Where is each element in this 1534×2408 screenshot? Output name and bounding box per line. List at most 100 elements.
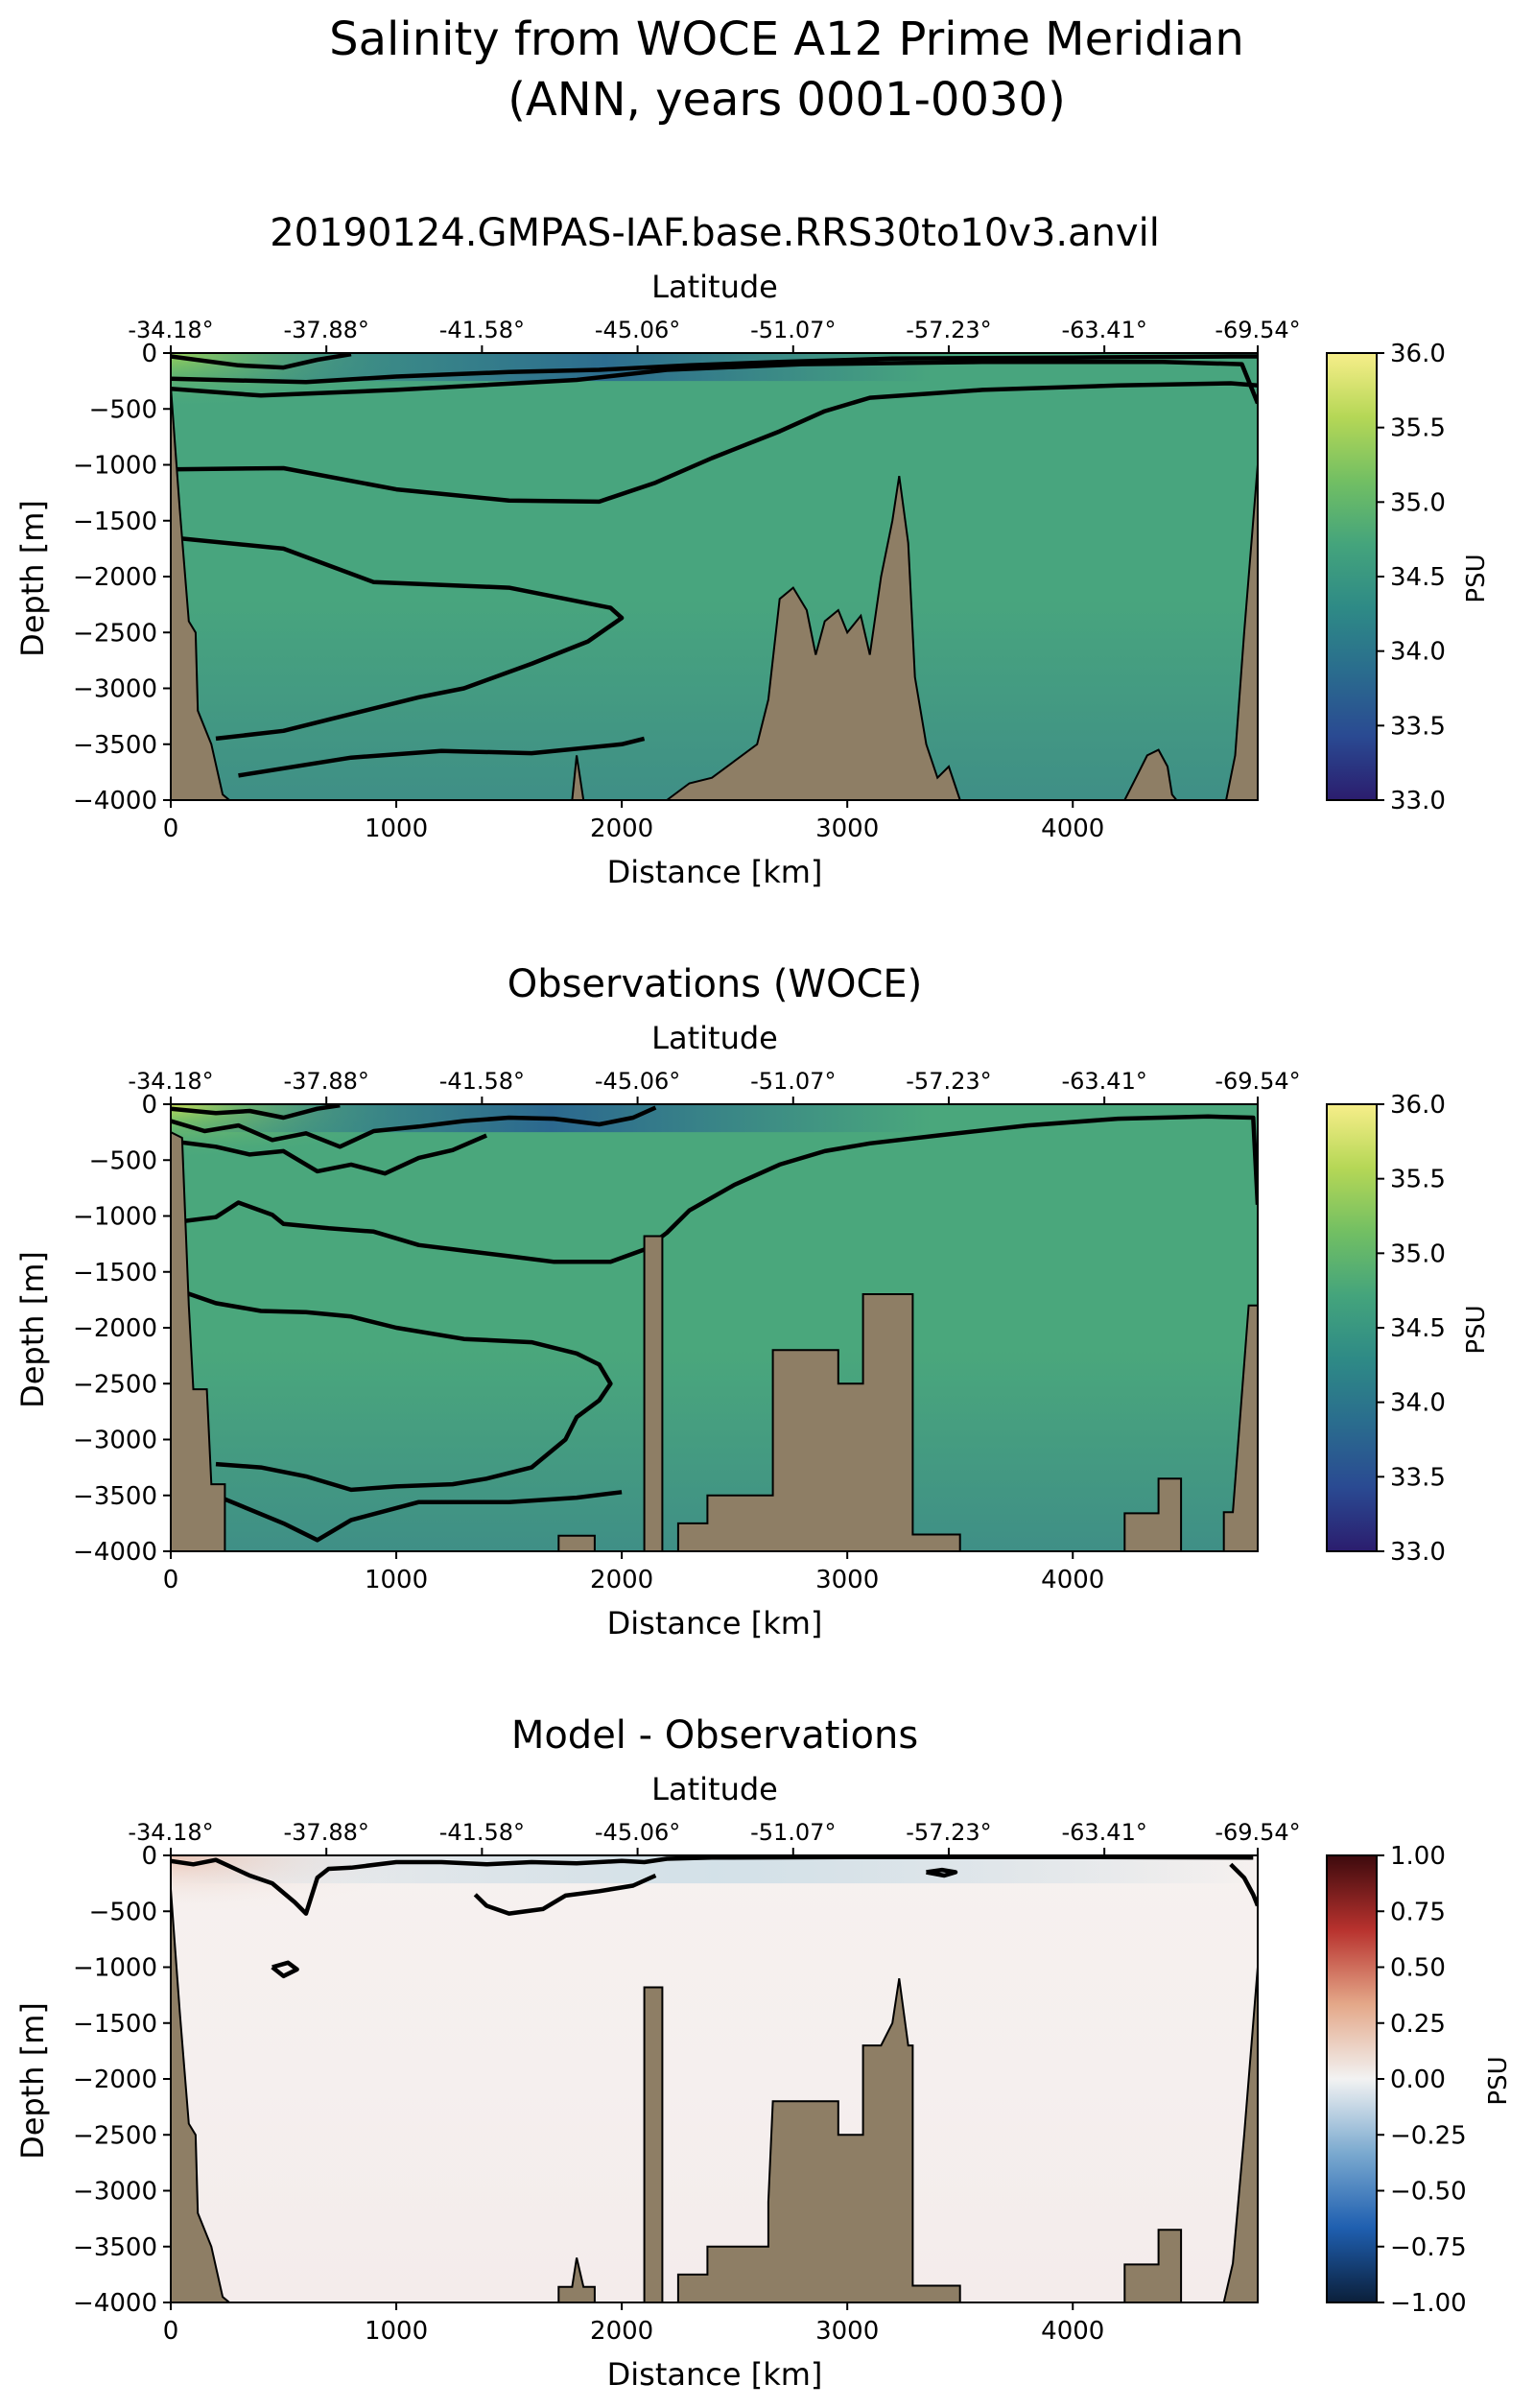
- y-tick-label: −500: [89, 395, 157, 424]
- top-tick-label: -69.54°: [1215, 317, 1300, 343]
- top-tick-label: -41.58°: [439, 317, 525, 343]
- colorbar-tick-label: 0.00: [1390, 2066, 1446, 2094]
- top-tick-label: -45.06°: [595, 1819, 680, 1846]
- colorbar-tick-label: 36.0: [1390, 340, 1446, 368]
- contour-line: [171, 1285, 613, 1493]
- x-axis-label: Distance [km]: [607, 854, 823, 890]
- colorbar-tick-label: −0.75: [1390, 2233, 1467, 2262]
- plots-layer: 0 1000 2000 3000 4000 0 −500 −1000 −1500 −2000 −25…: [73, 317, 1467, 2346]
- top-tick-label: -34.18°: [128, 317, 213, 343]
- y-tick-label: −3000: [73, 1427, 157, 1455]
- panel-model: 20190124.GMPAS-IAF.base.RRS30to10v3.anvi…: [14, 211, 1491, 890]
- panel-title: Observations (WOCE): [507, 962, 923, 1006]
- top-tick-label: -51.07°: [750, 317, 836, 343]
- colorbar-tick-label: 33.5: [1390, 712, 1446, 741]
- colorbar: [1326, 1854, 1378, 2303]
- top-tick-label: -34.18°: [128, 1068, 213, 1095]
- colorbar-tick-label: −0.25: [1390, 2121, 1467, 2150]
- x-axis-label: Distance [km]: [607, 2356, 823, 2393]
- top-tick-label: -69.54°: [1215, 1068, 1300, 1095]
- contour-line: [171, 1105, 657, 1149]
- top-tick-label: -45.06°: [595, 1068, 680, 1095]
- colorbar-tick-label: 34.5: [1390, 1314, 1446, 1343]
- field-layer: [171, 1104, 1258, 1551]
- contour-line: [171, 360, 1258, 405]
- contour-line: [171, 534, 625, 742]
- top-tick-label: -63.41°: [1061, 1819, 1146, 1846]
- top-tick-label: -37.88°: [284, 317, 369, 343]
- y-tick-label: −4000: [73, 787, 157, 815]
- y-tick-label: −4000: [73, 2289, 157, 2318]
- y-tick-label: −4000: [73, 1538, 157, 1567]
- y-tick-label: −500: [89, 1898, 157, 1926]
- x-tick-label: 3000: [815, 1566, 879, 1594]
- y-tick-label: −2000: [73, 563, 157, 592]
- y-tick-label: −3500: [73, 2233, 157, 2262]
- colorbar-tick-label: 35.0: [1390, 488, 1446, 517]
- x-tick-label: 2000: [590, 1566, 653, 1594]
- top-axis-label: Latitude: [651, 269, 778, 305]
- top-tick-label: -51.07°: [750, 1819, 836, 1846]
- field-layer: [171, 1104, 1258, 1133]
- colorbar-label: PSU: [1462, 554, 1491, 602]
- top-tick-label: -41.58°: [439, 1819, 525, 1846]
- colorbar-tick-label: 33.0: [1390, 787, 1446, 815]
- panel-title: Model - Observations: [511, 1713, 918, 1758]
- plot-area: [171, 1855, 1258, 2302]
- y-tick-label: −2000: [73, 1314, 157, 1343]
- y-axis-label: Depth [m]: [14, 1251, 51, 1408]
- colorbar-tick-label: 34.0: [1390, 1389, 1446, 1418]
- bathymetry: [171, 386, 1258, 800]
- plot-2: 0 1000 2000 3000 4000 0 −500 −1000 −1500 −2000 −25…: [73, 1819, 1467, 2346]
- x-tick-label: 0: [163, 814, 179, 843]
- y-tick-label: 0: [141, 1091, 157, 1120]
- y-tick-label: 0: [141, 1842, 157, 1871]
- contour-line: [473, 1873, 657, 1916]
- panel-observations: Observations (WOCE) Latitude Distance [k…: [14, 962, 1491, 1641]
- contour-line: [238, 736, 646, 778]
- top-tick-label: -34.18°: [128, 1819, 213, 1846]
- figure-title-line1: Salinity from WOCE A12 Prime Meridian: [329, 12, 1244, 66]
- y-tick-label: −1500: [73, 1259, 157, 1287]
- y-tick-label: −1000: [73, 1203, 157, 1232]
- figure-title-line2: (ANN, years 0001-0030): [507, 73, 1066, 127]
- y-tick-label: −3500: [73, 731, 157, 760]
- x-tick-label: 2000: [590, 2317, 653, 2346]
- x-axis-label: Distance [km]: [607, 1605, 823, 1641]
- x-tick-label: 0: [163, 2317, 179, 2346]
- colorbar: [1326, 1103, 1378, 1552]
- bathymetry: [171, 1130, 1258, 1551]
- bathymetry: [171, 1888, 1258, 2302]
- plot-1: 0 1000 2000 3000 4000 0 −500 −1000 −1500 −2000 −25…: [73, 1068, 1446, 1594]
- x-tick-label: 3000: [815, 2317, 879, 2346]
- x-tick-label: 1000: [365, 814, 428, 843]
- y-tick-label: −1000: [73, 452, 157, 481]
- colorbar-tick-label: 0.50: [1390, 1954, 1446, 1983]
- colorbar-label: PSU: [1462, 1305, 1491, 1354]
- colorbar-tick-label: 1.00: [1390, 1842, 1446, 1871]
- x-tick-label: 4000: [1041, 1566, 1104, 1594]
- contour-line: [171, 1104, 341, 1121]
- y-tick-label: −2500: [73, 2121, 157, 2150]
- colorbar-label: PSU: [1484, 2056, 1513, 2105]
- top-tick-label: -37.88°: [284, 1068, 369, 1095]
- top-tick-label: -63.41°: [1061, 1068, 1146, 1095]
- x-tick-label: 2000: [590, 814, 653, 843]
- colorbar-tick-label: 34.5: [1390, 563, 1446, 592]
- colorbar-tick-label: 36.0: [1390, 1091, 1446, 1120]
- colorbar-tick-label: 34.0: [1390, 638, 1446, 667]
- panel-difference: Model - Observations Latitude Distance […: [14, 1713, 1513, 2393]
- y-tick-label: −2500: [73, 1370, 157, 1399]
- contour-line: [171, 354, 1258, 385]
- colorbar-tick-label: −0.50: [1390, 2178, 1467, 2207]
- x-tick-label: 3000: [815, 814, 879, 843]
- contour-line: [171, 1133, 487, 1176]
- contour-line: [171, 381, 1258, 505]
- top-tick-label: -51.07°: [750, 1068, 836, 1095]
- y-axis-label: Depth [m]: [14, 2002, 51, 2160]
- contour-line: [271, 1960, 299, 1979]
- x-tick-label: 4000: [1041, 814, 1104, 843]
- y-tick-label: −2500: [73, 619, 157, 648]
- colorbar: [1326, 352, 1378, 801]
